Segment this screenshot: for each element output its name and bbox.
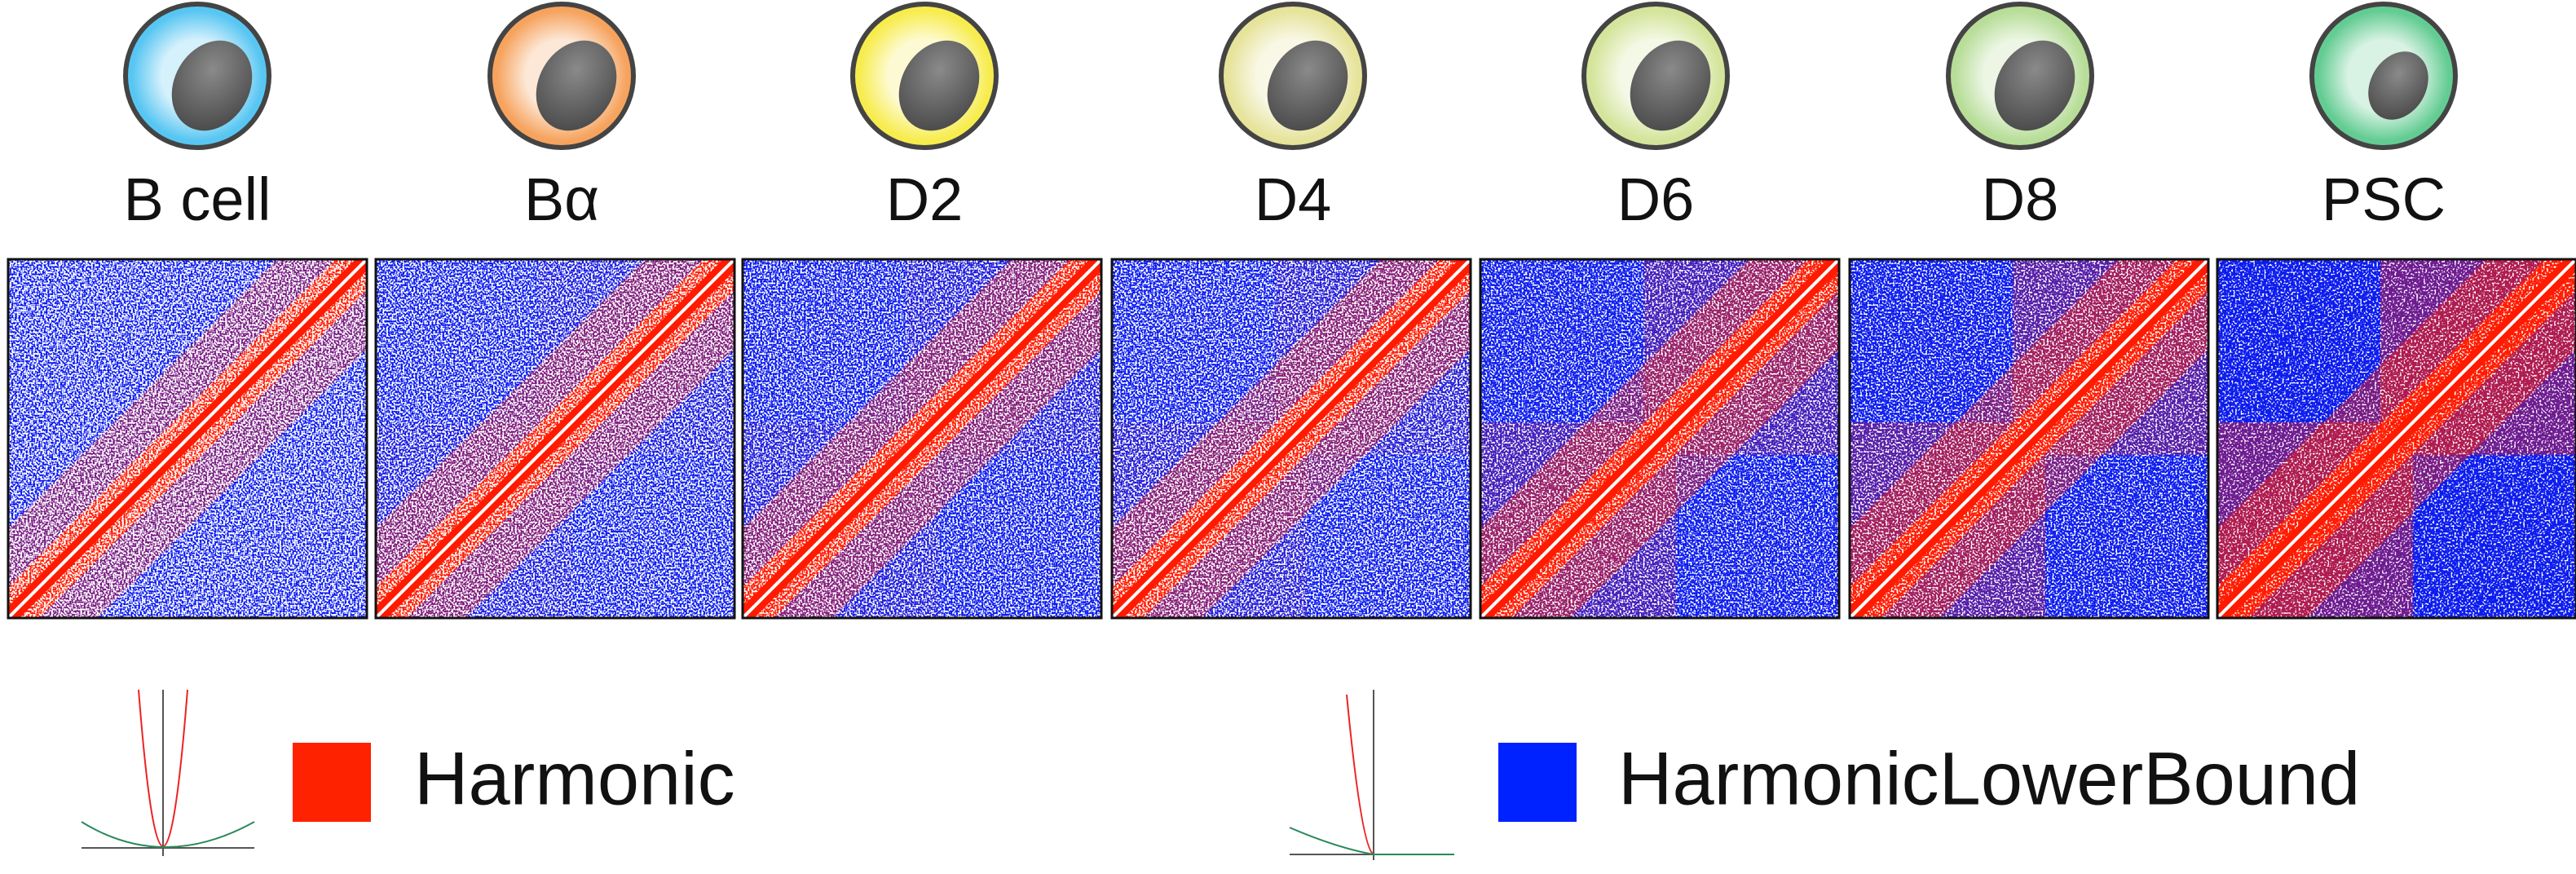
panel: D8 [1850, 4, 2208, 618]
cell-icon [490, 4, 633, 148]
legend-label: HarmonicLowerBound [1618, 737, 2360, 820]
legend-swatch [293, 743, 371, 822]
legend-label: Harmonic [414, 737, 735, 820]
heatmap [376, 259, 734, 618]
panel: PSC [2217, 4, 2576, 618]
heatmap [743, 259, 1101, 618]
lower-bound-plot-icon [1290, 690, 1454, 860]
cell-label: Bα [524, 166, 599, 233]
cell-icon [1584, 4, 1727, 148]
cell-icon [2312, 4, 2455, 148]
cell-label: PSC [2322, 166, 2446, 233]
harmonic-plot-icon [82, 690, 254, 856]
panel: D6 [1480, 4, 1839, 618]
panel: B cell [8, 4, 367, 618]
cell-icon [853, 4, 996, 148]
panels: B cell Bα D2 D4 D6 D8 PSC [8, 4, 2576, 618]
cell-icon [1948, 4, 2092, 148]
heatmap [1112, 259, 1471, 618]
legend: Harmonic HarmonicLowerBound [82, 690, 2360, 860]
panel: D2 [743, 4, 1101, 618]
cell-label: D6 [1617, 166, 1695, 233]
heatmap [1850, 259, 2208, 618]
panel: D4 [1112, 4, 1471, 618]
heatmap [8, 259, 367, 618]
legend-swatch [1498, 743, 1577, 822]
cell-label: B cell [124, 166, 271, 233]
cell-icon [126, 4, 269, 148]
cell-label: D2 [886, 166, 964, 233]
cell-label: D4 [1255, 166, 1332, 233]
figure: B cell Bα D2 D4 D6 D8 PSC Harmonic HarmonicLow… [0, 0, 2576, 870]
heatmap [2217, 259, 2576, 618]
panel: Bα [376, 4, 734, 618]
cell-icon [1221, 4, 1365, 148]
heatmap [1480, 259, 1839, 618]
cell-label: D8 [1982, 166, 2059, 233]
